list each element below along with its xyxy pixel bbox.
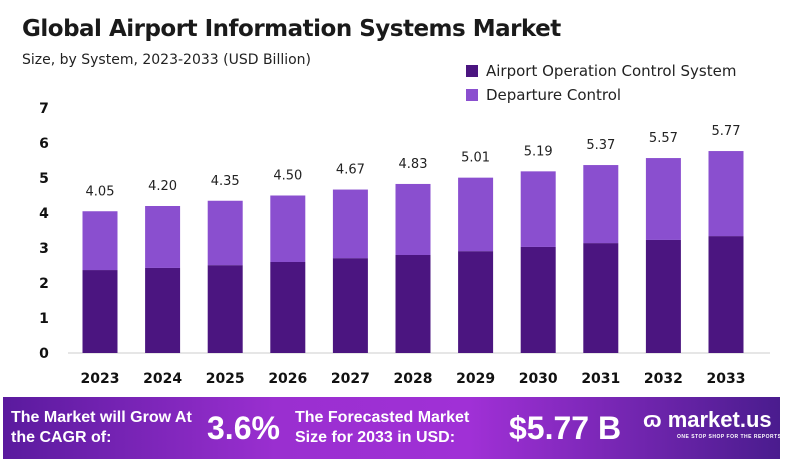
bar-0 xyxy=(458,251,494,353)
bar-0 xyxy=(395,255,431,353)
y-tick-label: 4 xyxy=(39,206,49,222)
total-label: 5.57 xyxy=(649,131,678,146)
total-label: 4.20 xyxy=(148,179,177,194)
total-label: 4.50 xyxy=(273,169,302,184)
chart-subtitle: Size, by System, 2023-2033 (USD Billion) xyxy=(22,52,312,68)
bar-1 xyxy=(520,171,556,247)
x-tick-label: 2031 xyxy=(581,371,620,387)
bar-0 xyxy=(520,246,556,353)
bar-1 xyxy=(332,189,368,259)
bar-1 xyxy=(82,211,118,271)
total-label: 4.67 xyxy=(336,163,365,178)
total-label: 4.83 xyxy=(399,157,428,172)
x-tick-label: 2030 xyxy=(519,371,558,387)
legend-label-0: Airport Operation Control System xyxy=(486,62,737,80)
legend-item-1: Departure Control xyxy=(466,86,736,104)
legend-swatch-1 xyxy=(466,89,478,101)
y-tick-label: 1 xyxy=(39,311,49,327)
total-label: 5.01 xyxy=(461,151,490,166)
forecast-value: $5.77 B xyxy=(509,410,622,446)
legend-item-0: Airport Operation Control System xyxy=(466,62,736,80)
logo-text: market.us xyxy=(667,407,772,432)
bar-0 xyxy=(270,262,306,353)
x-tick-label: 2029 xyxy=(456,371,495,387)
bar-1 xyxy=(145,206,181,268)
total-label: 4.35 xyxy=(211,174,240,189)
bar-1 xyxy=(270,195,306,262)
total-label: 5.19 xyxy=(524,144,553,159)
x-tick-label: 2028 xyxy=(394,371,433,387)
x-tick-label: 2025 xyxy=(206,371,245,387)
bar-1 xyxy=(645,158,681,240)
x-tick-label: 2032 xyxy=(644,371,683,387)
y-tick-label: 5 xyxy=(39,171,49,187)
bar-1 xyxy=(708,151,744,237)
y-tick-label: 6 xyxy=(39,136,49,152)
cagr-label: The Market will Grow At the CAGR of: xyxy=(11,409,192,446)
bar-0 xyxy=(583,243,619,353)
legend-swatch-0 xyxy=(466,65,478,77)
bar-1 xyxy=(458,177,494,252)
x-tick-label: 2023 xyxy=(81,371,120,387)
forecast-label: The Forecasted Market Size for 2033 in U… xyxy=(295,409,470,446)
total-label: 5.37 xyxy=(586,138,615,153)
logo-icon: ɷ xyxy=(643,407,668,432)
bar-1 xyxy=(207,200,243,266)
bar-0 xyxy=(207,265,243,353)
bar-1 xyxy=(395,183,431,255)
bar-0 xyxy=(645,239,681,353)
total-label: 5.77 xyxy=(712,124,741,139)
y-tick-label: 3 xyxy=(39,241,49,257)
legend-label-1: Departure Control xyxy=(486,86,622,104)
bar-0 xyxy=(332,258,368,353)
x-tick-label: 2027 xyxy=(331,371,370,387)
y-tick-label: 2 xyxy=(39,276,49,292)
x-tick-label: 2026 xyxy=(268,371,307,387)
bar-0 xyxy=(82,270,118,353)
bar-0 xyxy=(708,236,744,353)
bar-1 xyxy=(583,165,619,244)
x-tick-label: 2033 xyxy=(707,371,746,387)
bar-0 xyxy=(145,267,181,353)
y-tick-label: 0 xyxy=(39,346,49,362)
market-us-logo: ɷ market.us ONE STOP SHOP FOR THE REPORTS xyxy=(643,407,782,441)
y-tick-label: 7 xyxy=(39,101,49,117)
total-label: 4.05 xyxy=(86,184,115,199)
x-tick-label: 2024 xyxy=(143,371,182,387)
summary-banner: The Market will Grow At the CAGR of: 3.6… xyxy=(3,397,782,459)
legend: Airport Operation Control System Departu… xyxy=(466,62,736,110)
logo-tagline: ONE STOP SHOP FOR THE REPORTS xyxy=(677,434,782,440)
cagr-value: 3.6% xyxy=(207,410,280,446)
chart-title: Global Airport Information Systems Marke… xyxy=(22,16,561,42)
chart-svg: 0 1 2 3 4 5 6 7 4.05 2023 4.20 2024 4.35 2025 4.50 2026… xyxy=(39,101,770,387)
